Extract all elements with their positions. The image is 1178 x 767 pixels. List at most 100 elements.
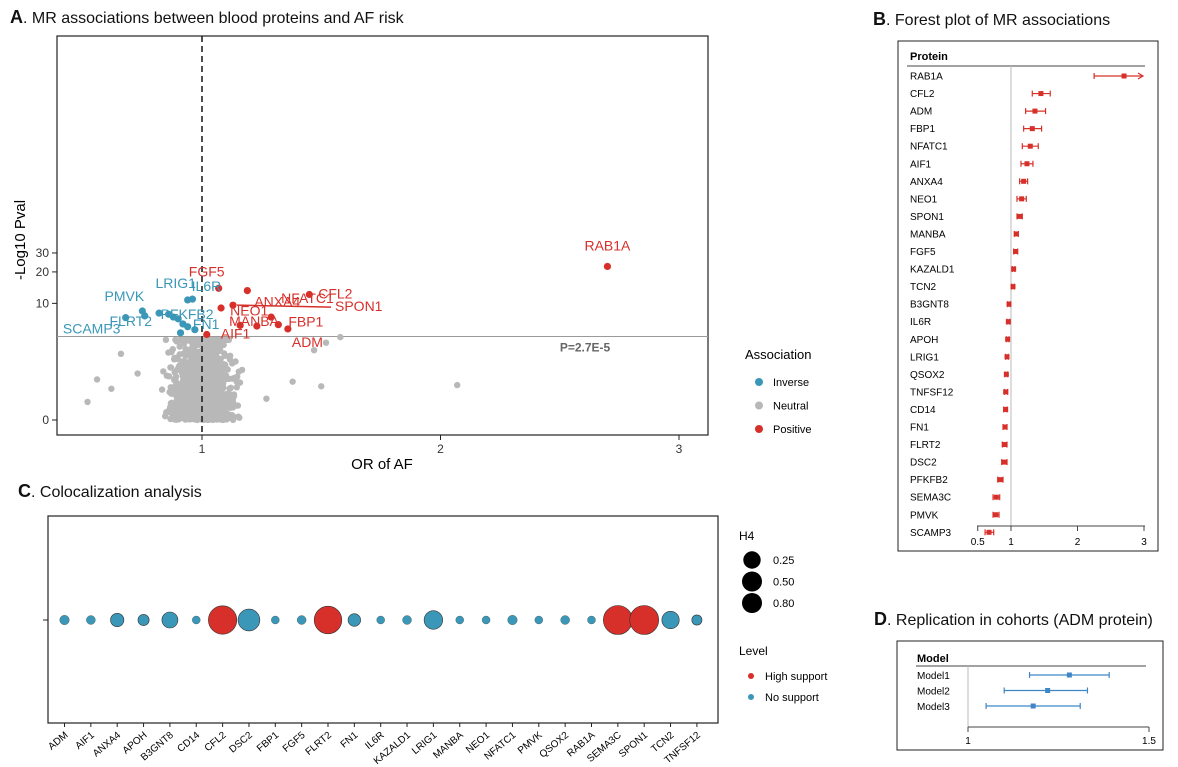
bubble-category-label: SPON1 <box>617 730 650 760</box>
bubble-category-label: CD14 <box>176 730 203 755</box>
positive-point <box>203 330 211 339</box>
level-legend-marker <box>748 673 754 679</box>
bubble <box>423 610 444 630</box>
forest-row-label: LRIG1 <box>910 352 939 363</box>
y-tick-label: 10 <box>36 296 50 310</box>
forest-row-label: ADM <box>910 107 932 118</box>
point-label: SCAMP3 <box>63 321 121 337</box>
forest-estimate-marker <box>1024 161 1030 167</box>
forest-estimate-marker <box>1017 213 1023 219</box>
forest-row-label: QSOX2 <box>910 370 945 381</box>
forest-row-label: TCN2 <box>910 282 937 293</box>
neutral-point <box>453 381 461 389</box>
forest-estimate-marker <box>1003 371 1009 377</box>
bubble-category-label: FBP1 <box>255 730 282 755</box>
positive-point <box>243 287 251 295</box>
positive-point <box>253 322 261 330</box>
forest-row-label: FN1 <box>910 423 929 434</box>
forest-row-label: APOH <box>910 335 938 346</box>
size-legend-label: 0.25 <box>773 555 794 567</box>
forest-estimate-marker <box>1003 389 1009 395</box>
point-label: FLRT2 <box>109 313 152 329</box>
forest-x-tick-label: 0.5 <box>971 537 985 548</box>
size-legend-marker <box>742 571 762 592</box>
forest-row-label: SEMA3C <box>910 493 951 504</box>
positive-point <box>274 321 282 329</box>
replication-x-tick-label: 1 <box>965 736 971 747</box>
legend-label: Positive <box>773 424 812 436</box>
bubble <box>402 615 412 625</box>
forest-row-label: NFATC1 <box>910 142 948 153</box>
bubble <box>296 615 307 625</box>
neutral-point <box>337 333 344 341</box>
forest-estimate-marker <box>1027 143 1033 149</box>
legend-marker <box>755 378 763 386</box>
bubble <box>507 615 518 625</box>
neutral-point <box>322 339 330 346</box>
inverse-point <box>122 314 130 322</box>
forest-row-label: AIF1 <box>910 159 932 170</box>
point-label: RAB1A <box>584 237 631 253</box>
neutral-point <box>263 395 270 402</box>
bubble <box>603 605 633 635</box>
forest-estimate-marker <box>1005 336 1011 342</box>
bubble <box>629 605 660 635</box>
inverse-point <box>188 295 197 303</box>
neutral-point <box>108 385 115 392</box>
bubble <box>455 615 464 625</box>
size-legend-label: 0.50 <box>773 577 794 589</box>
forest-estimate-marker <box>1019 196 1025 202</box>
bubble <box>237 608 261 632</box>
x-tick-label: 2 <box>437 442 444 456</box>
bubble-category-label: ADM <box>46 730 70 753</box>
bubble <box>534 615 543 625</box>
y-tick-label: 20 <box>36 265 50 279</box>
bubble <box>161 611 179 629</box>
forest-estimate-marker <box>993 512 999 518</box>
inverse-point <box>165 310 173 318</box>
x-tick-label: 1 <box>199 442 206 456</box>
bubble <box>110 612 125 627</box>
forest-estimate-marker <box>1005 319 1011 325</box>
legend-marker <box>755 425 763 433</box>
point-label: LRIG1 <box>155 275 196 291</box>
bubble <box>208 605 238 635</box>
forest-estimate-marker <box>1013 231 1019 237</box>
positive-point <box>217 304 225 312</box>
neutral-point <box>134 370 141 377</box>
size-legend-marker <box>742 593 762 613</box>
panel-a-title: A. MR associations between blood protein… <box>10 7 404 27</box>
point-label: AIF1 <box>221 325 251 341</box>
forest-estimate-marker <box>997 477 1003 483</box>
bubble <box>691 614 703 626</box>
level-legend-title: Level <box>739 644 768 658</box>
point-label: PFKFB2 <box>161 306 214 322</box>
forest-x-tick-label: 3 <box>1141 537 1147 548</box>
forest-estimate-marker <box>1001 459 1007 465</box>
neutral-point <box>84 398 91 406</box>
forest-estimate-marker <box>1011 266 1017 272</box>
level-legend-label: No support <box>765 692 819 704</box>
forest-row-label: MANBA <box>910 229 946 240</box>
forest-estimate-marker <box>1038 91 1044 97</box>
forest-row-label: NEO1 <box>910 194 938 205</box>
panel-d-title: D. Replication in cohorts (ADM protein) <box>874 609 1153 629</box>
legend-title: Association <box>745 347 811 362</box>
forest-estimate-marker <box>986 529 992 535</box>
positive-point <box>215 284 223 292</box>
forest-row-label: SCAMP3 <box>910 528 952 539</box>
positive-point <box>284 325 292 333</box>
y-tick-label: 30 <box>36 246 50 260</box>
point-label: CFL2 <box>318 285 352 301</box>
bubble-category-label: ANXA4 <box>91 730 124 760</box>
forest-row-label: SPON1 <box>910 212 944 223</box>
bubble-category-label: MANBA <box>431 730 466 761</box>
size-legend-title: H4 <box>739 529 755 543</box>
replication-row-label: Model1 <box>917 671 950 682</box>
positive-point <box>236 321 244 329</box>
positive-point <box>229 301 237 309</box>
y-axis-label: -Log10 Pval <box>12 200 29 280</box>
level-legend-label: High support <box>765 671 827 683</box>
